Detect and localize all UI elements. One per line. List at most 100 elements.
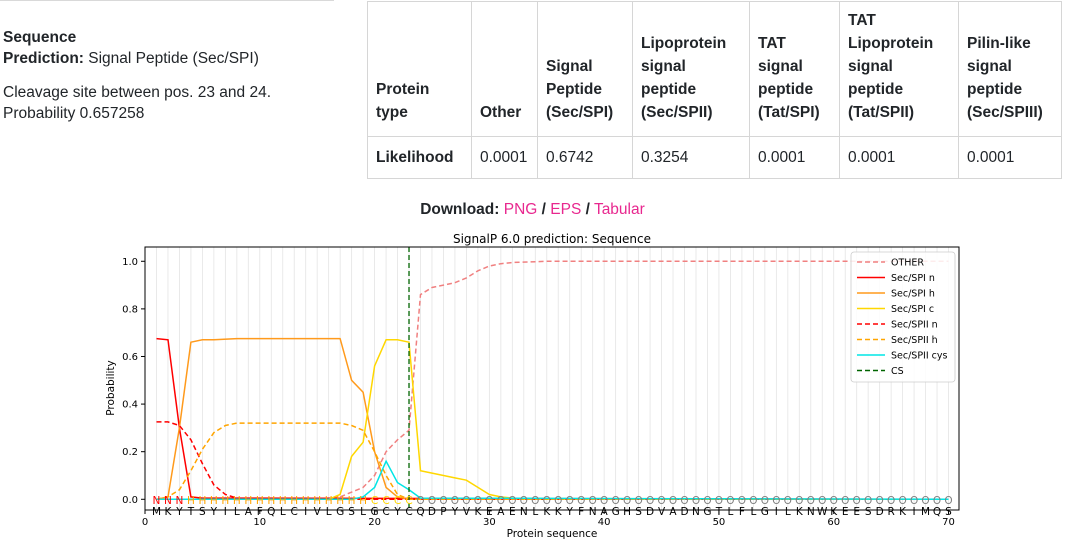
prediction-label: Prediction: [3,50,84,67]
grid-lines [156,247,949,510]
residue-label: I [775,506,778,518]
residue-label: D [646,506,654,518]
residue-label: L [234,506,240,518]
series-line-sec-spi-h [156,337,949,501]
residue-label: P [440,506,446,518]
region-label: H [244,495,252,507]
region-label: O [921,495,929,507]
probability-text: Probability 0.657258 [3,105,145,122]
region-label: O [933,495,941,507]
download-tabular-link[interactable]: Tabular [593,201,645,218]
region-label: O [749,495,757,507]
y-tick-label: 0.2 [122,447,138,458]
legend-entry: OTHER [891,258,924,269]
residue-label: W [817,506,828,518]
residue-label: F [578,506,584,518]
region-label: O [634,495,642,507]
header-tat-spi: TAT signal peptide (Tat/SPI) [749,1,840,137]
download-eps-link[interactable]: EPS [550,201,582,218]
region-label: O [600,495,608,507]
region-label: C [371,495,378,507]
y-tick-label: 0.4 [122,400,138,411]
download-bar: Download: PNG / EPS / Tabular [0,201,1065,219]
series-line-sec-spi-c [156,339,949,501]
residue-label: N [589,506,597,518]
region-label: H [198,495,206,507]
value-sec-spiii: 0.0001 [958,136,1062,179]
region-label: H [187,495,195,507]
residue-label: M [921,506,930,518]
region-label: O [784,495,792,507]
residue-label: L [727,506,733,518]
table-header-row: Protein type Other Signal Peptide (Sec/S… [367,1,1062,137]
region-label: O [944,495,952,507]
residue-label: H [623,506,631,518]
region-label: O [887,495,895,507]
region-label: H [313,495,321,507]
residue-label: I [224,506,227,518]
x-tick-label: 10 [253,517,266,528]
region-label: H [290,495,298,507]
region-label: O [703,495,711,507]
region-label: O [531,495,539,507]
row-label-likelihood: Likelihood [367,136,472,179]
region-label: H [279,495,287,507]
residue-label: S [199,506,206,518]
region-label: O [428,495,436,507]
y-axis-label: Probability [105,360,117,416]
region-label: O [451,495,459,507]
table-row: Likelihood 0.0001 0.6742 0.3254 0.0001 0… [367,136,1062,179]
legend-entry: Sec/SPI c [891,304,934,315]
series-line-sec-spi-n [156,337,949,501]
y-tick-label: 1.0 [122,257,138,268]
residue-label: S [635,506,642,518]
residue-label: K [474,506,482,518]
residue-label: Y [451,506,459,518]
residue-label: S [865,506,872,518]
region-label: O [898,495,906,507]
region-label: C [382,495,389,507]
region-label: O [864,495,872,507]
residue-label: R [887,506,894,518]
top-rule [0,0,334,1]
residue-label: L [326,506,332,518]
legend-entry: Sec/SPII n [891,320,938,331]
residue-label: L [360,506,366,518]
residue-label: Q [416,506,424,518]
residue-label: Y [210,506,218,518]
residue-label: Y [175,506,183,518]
residue-label: A [497,506,505,518]
residue-label: V [463,506,471,518]
cleavage-text: Cleavage site between pos. 23 and 24. [3,84,271,101]
residue-label: D [680,506,688,518]
series-line-sec-spii-n [156,421,949,501]
residue-label: C [382,506,389,518]
region-label: O [508,495,516,507]
header-sec-spii: Lipoprotein signal peptide (Sec/SPII) [632,1,750,137]
region-label: H [210,495,218,507]
residue-label: K [555,506,563,518]
residue-label: L [532,506,538,518]
region-label: N [164,495,172,507]
residue-label: K [165,506,173,518]
download-label: Download: [420,201,500,218]
residue-label: G [336,506,344,518]
region-label: H [221,495,229,507]
region-label: O [818,495,826,507]
region-label: O [485,495,493,507]
region-label: H [325,495,333,507]
region-label: C [405,495,412,507]
prediction-line: Prediction: Signal Peptide (Sec/SPI) [3,48,333,69]
residue-label: N [807,506,815,518]
download-png-link[interactable]: PNG [503,201,538,218]
residue-label: L [750,506,756,518]
x-tick-label: 60 [827,517,840,528]
header-sec-spi: Signal Peptide (Sec/SPI) [537,1,633,137]
x-tick-label: 20 [368,517,381,528]
residue-label: D [428,506,436,518]
x-tick-label: 30 [483,517,496,528]
region-label: O [738,495,746,507]
region-label: O [520,495,528,507]
